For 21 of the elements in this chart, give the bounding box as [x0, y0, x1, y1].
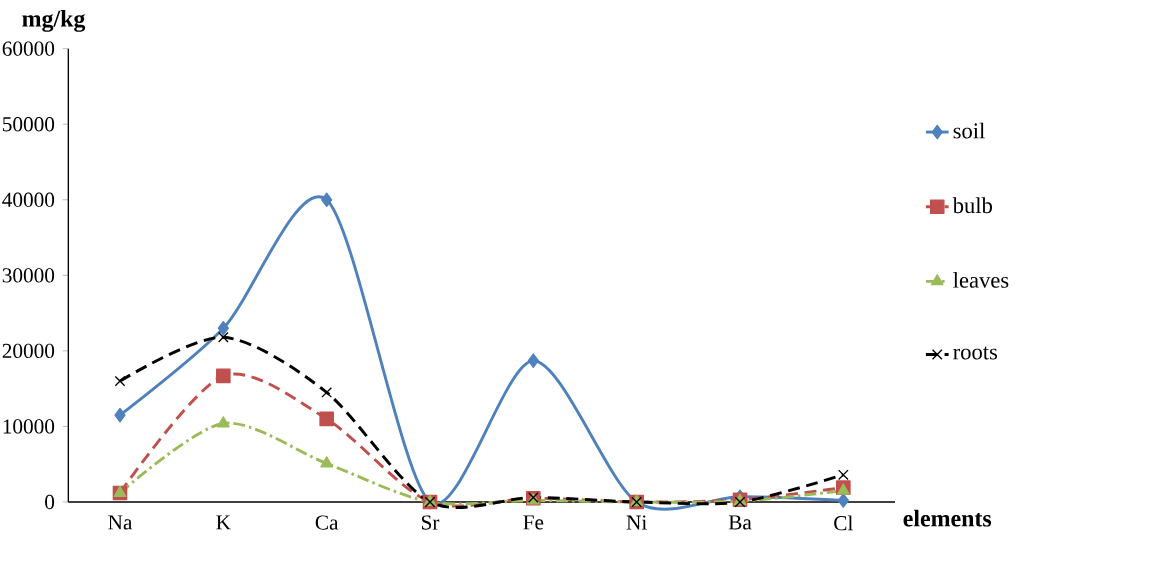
x-tick-label: Na — [108, 515, 133, 530]
y-tick-label: 60000 — [2, 41, 55, 56]
y-tick-label: 10000 — [3, 419, 55, 434]
legend-label: soil — [953, 122, 985, 139]
x-tick-label: Cl — [834, 515, 853, 531]
legend-label: leaves — [953, 271, 1009, 288]
y-tick-label: 30000 — [2, 268, 55, 283]
y-tick-label: 40000 — [2, 192, 55, 207]
y-tick-label: 0 — [45, 494, 55, 510]
y-tick-label: 20000 — [2, 343, 55, 359]
x-tick-label: Ni — [626, 515, 647, 530]
x-tick-label: Ba — [728, 515, 752, 530]
legend-label: bulb — [952, 197, 992, 214]
x-tick-label: Ca — [315, 515, 339, 530]
y-tick-label: 50000 — [3, 117, 55, 132]
x-tick-label: Fe — [523, 515, 544, 530]
legend-label: roots — [953, 346, 998, 360]
x-tick-label: K — [216, 515, 231, 530]
y-axis-title: mg/kg — [22, 9, 86, 32]
x-tick-label: Sr — [421, 515, 440, 530]
x-axis-title: elements — [903, 509, 992, 527]
